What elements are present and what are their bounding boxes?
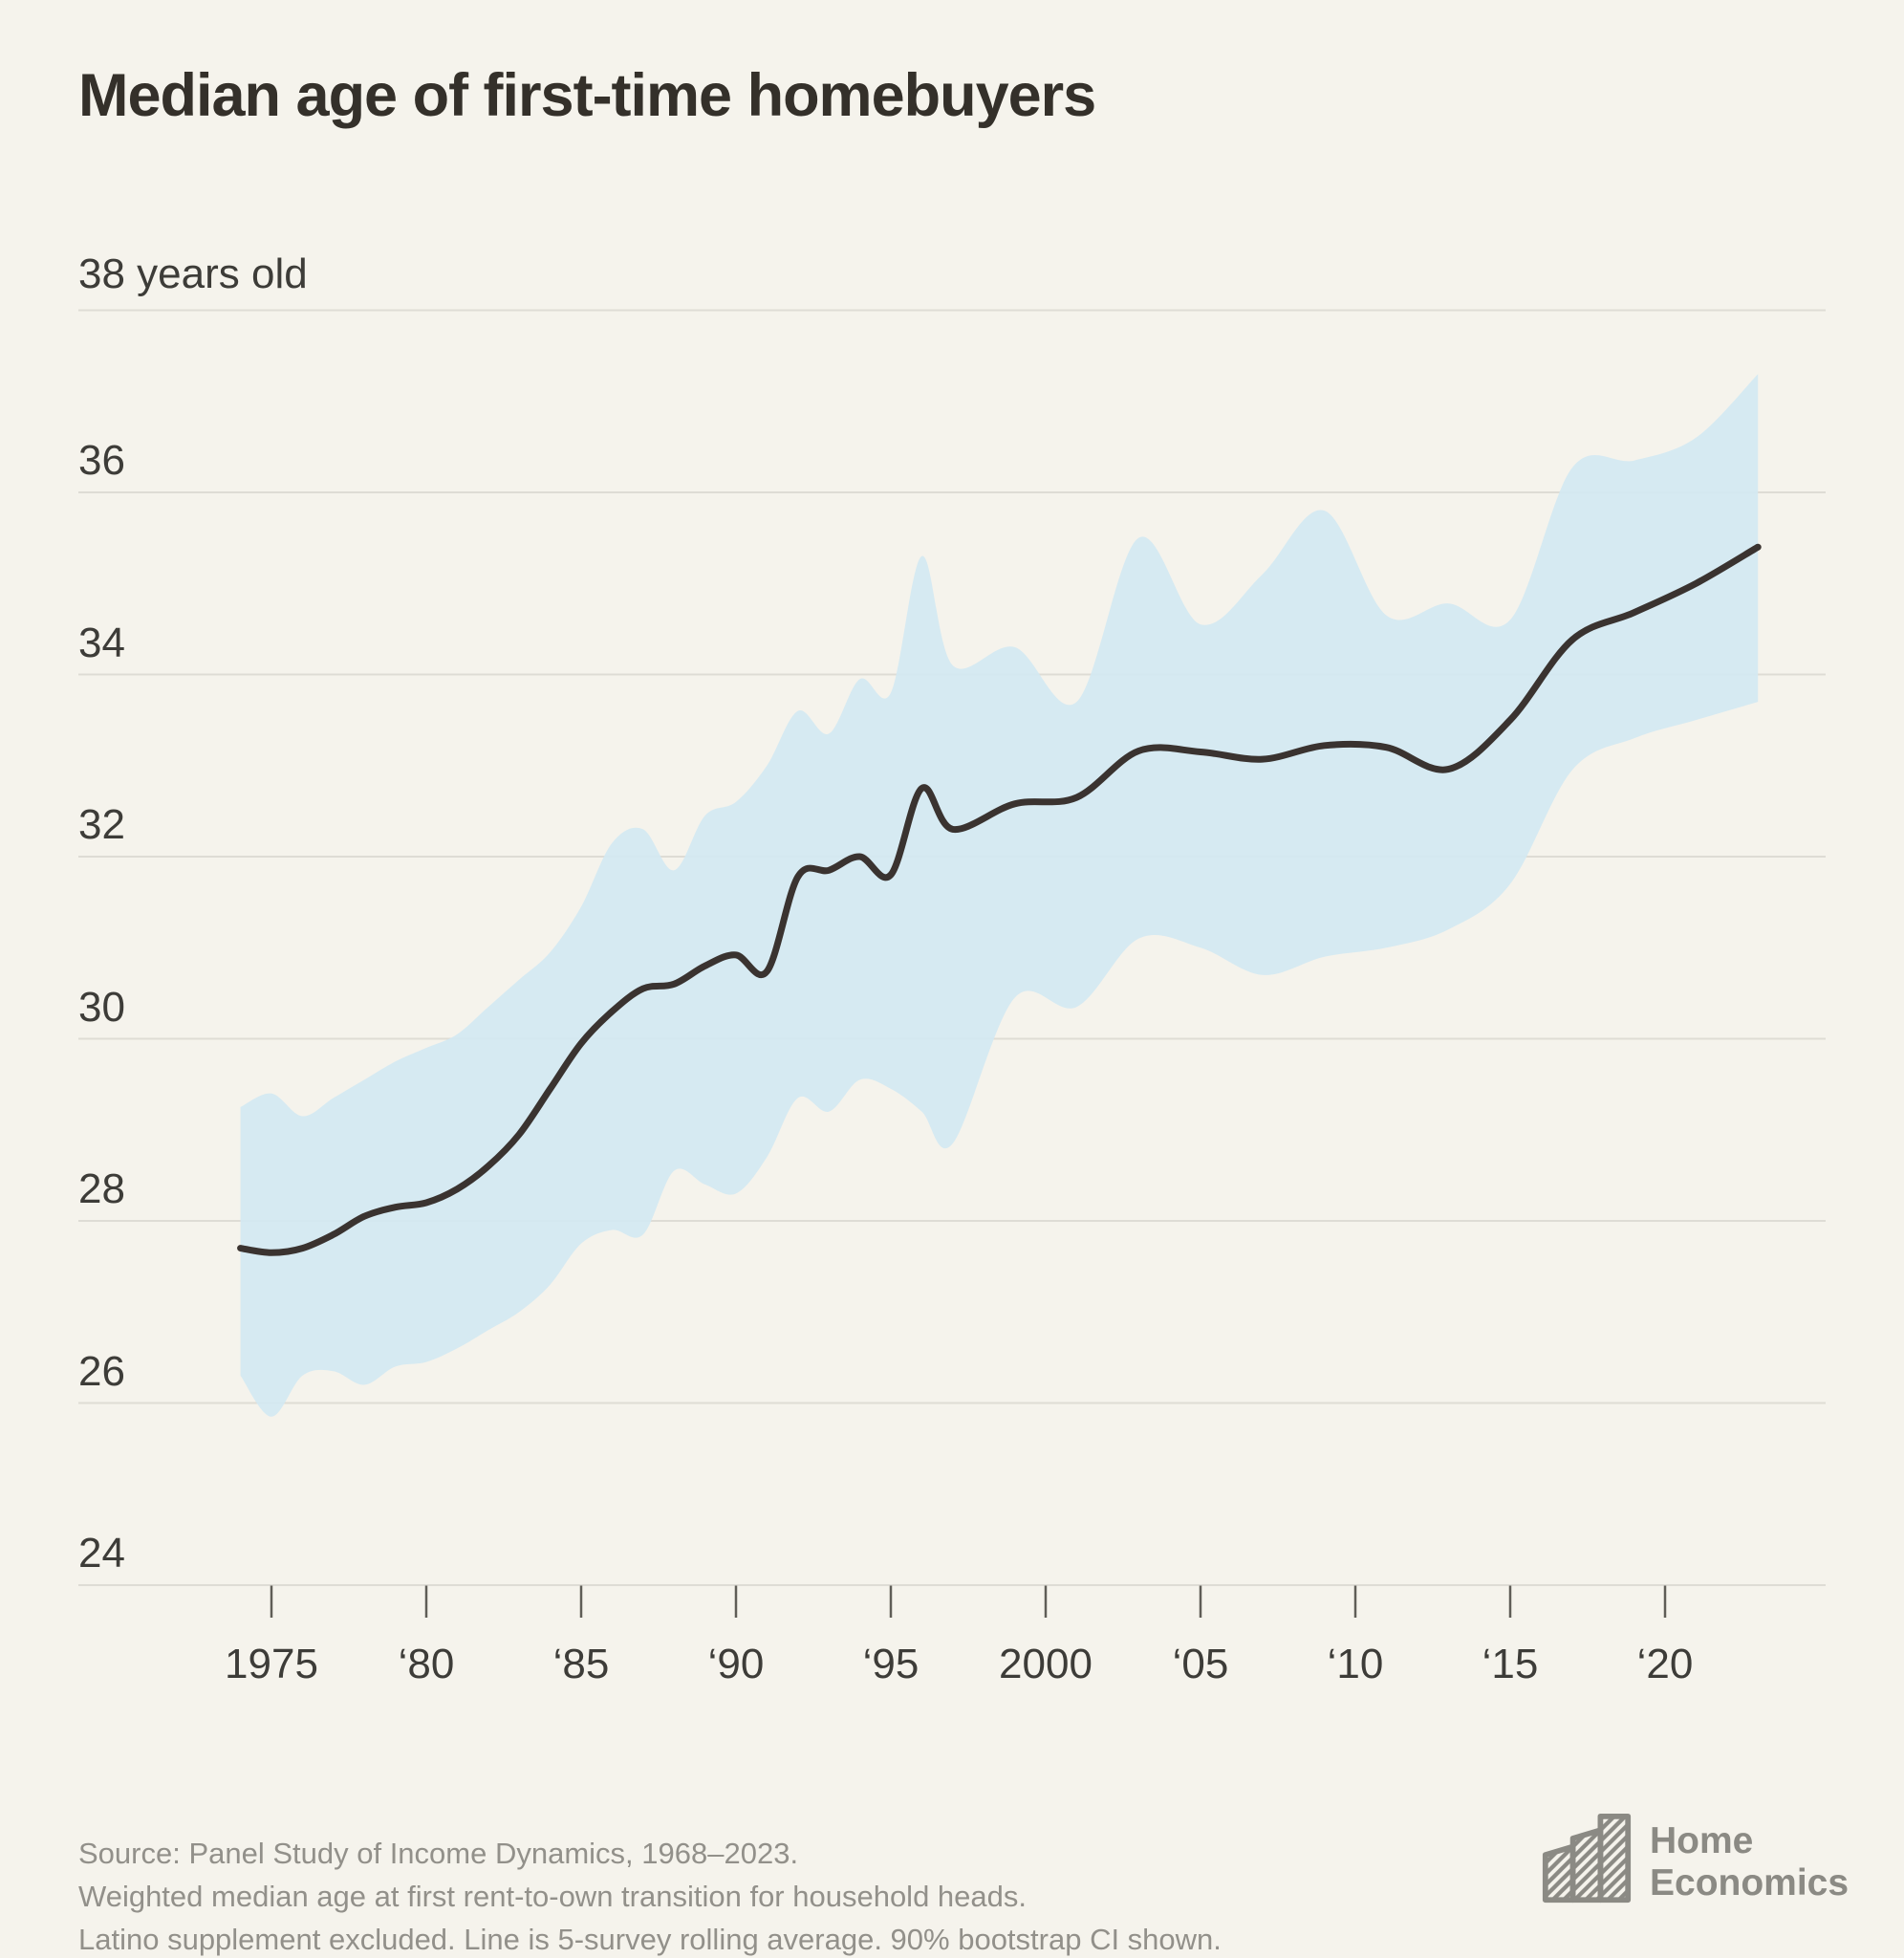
source-line: Latino supplement excluded. Line is 5-su…	[78, 1923, 1222, 1956]
x-tick-label-2000: 2000	[999, 1641, 1093, 1687]
x-tick-label-2005: ‘05	[1172, 1641, 1229, 1687]
source-line: Weighted median age at first rent-to-own…	[78, 1880, 1027, 1913]
y-tick-label-24: 24	[78, 1530, 125, 1577]
y-tick-label-32: 32	[78, 801, 125, 848]
x-tick-label-1985: ‘85	[552, 1641, 610, 1687]
x-tick-label-1980: ‘80	[398, 1641, 455, 1687]
source-line: Source: Panel Study of Income Dynamics, …	[78, 1837, 799, 1870]
bar-chart-buildings-icon	[1542, 1813, 1632, 1904]
x-tick-label-1995: ‘95	[862, 1641, 920, 1687]
y-tick-label-30: 30	[78, 983, 125, 1031]
y-tick-label-34: 34	[78, 619, 125, 666]
x-tick-label-2020: ‘20	[1636, 1641, 1694, 1687]
x-tick-label-1990: ‘90	[707, 1641, 765, 1687]
page-title: Median age of first-time homebuyers	[78, 62, 1096, 129]
median-line	[237, 543, 1762, 1256]
x-tick-label-2010: ‘10	[1327, 1641, 1384, 1687]
home-economics-logo: Home Economics	[1541, 1813, 1849, 1904]
x-tick-label-1975: 1975	[225, 1641, 318, 1687]
y-tick-label-28: 28	[78, 1165, 125, 1212]
y-axis-top-label: 38 years old	[78, 250, 308, 297]
y-tick-label-26: 26	[78, 1347, 125, 1395]
x-tick-label-2015: ‘15	[1482, 1641, 1539, 1687]
y-tick-label-36: 36	[78, 437, 125, 484]
logo-text: Home Economics	[1650, 1820, 1850, 1904]
source-note: Source: Panel Study of Income Dynamics, …	[78, 1832, 1222, 1958]
ci-band	[240, 374, 1759, 1417]
